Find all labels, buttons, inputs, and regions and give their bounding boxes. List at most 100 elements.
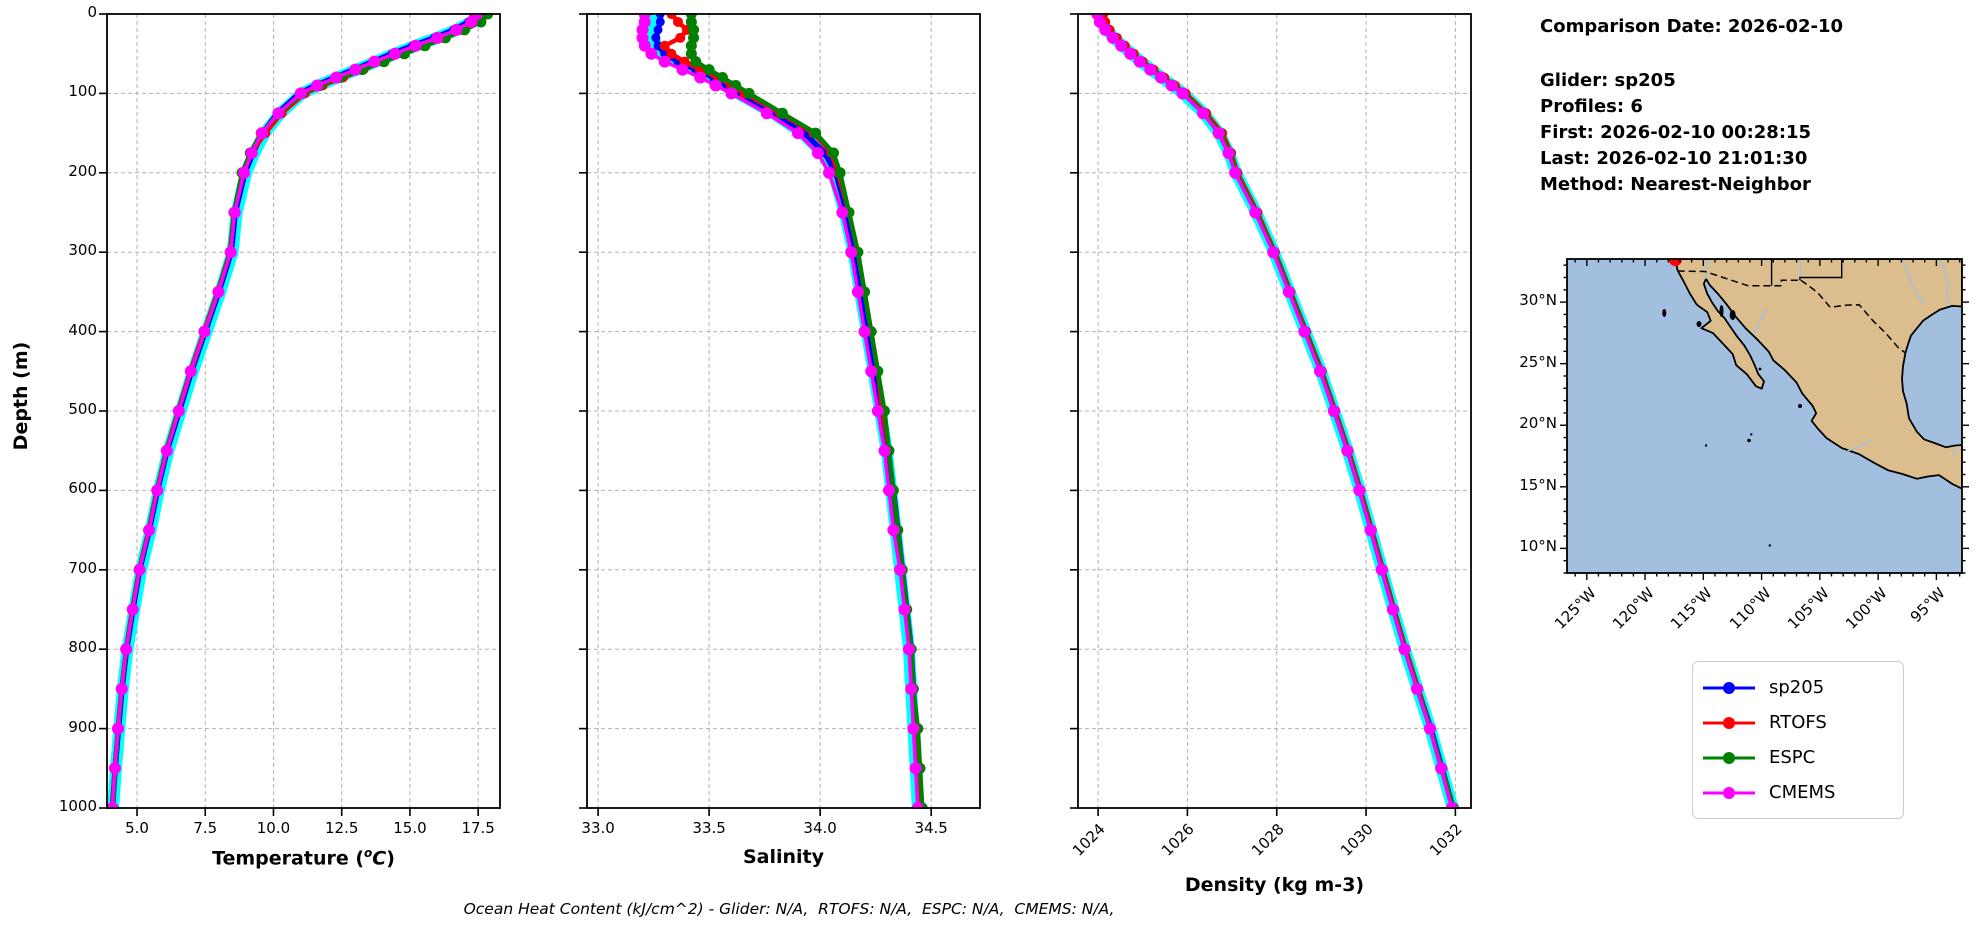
map-latitude-label: 25°N xyxy=(1519,352,1557,371)
info-glider-text: Glider: sp205 xyxy=(1540,70,1676,91)
series-marker-ESPC xyxy=(776,107,788,119)
legend-item-ESPC: ESPC xyxy=(1703,740,1893,775)
series-marker-ESPC xyxy=(688,24,700,36)
us-mexico-border-dashed xyxy=(1677,270,1906,354)
series-marker-CMEMS xyxy=(725,87,738,100)
series-marker-CMEMS xyxy=(120,643,133,656)
info-block: Comparison Date: 2026-02-10 Glider: sp20… xyxy=(1540,14,1843,198)
series-marker-sp205 xyxy=(651,33,661,43)
legend-item-CMEMS: CMEMS xyxy=(1703,775,1893,810)
series-marker-CMEMS xyxy=(108,762,121,775)
series-marker-ESPC xyxy=(834,167,846,179)
temperature-profile-canvas xyxy=(99,13,501,816)
legend-item-sp205: sp205 xyxy=(1703,670,1893,705)
info-profiles-text: Profiles: 6 xyxy=(1540,96,1643,117)
map-ticks xyxy=(1560,259,1969,580)
legend-label: RTOFS xyxy=(1769,712,1827,733)
glider-position-marker xyxy=(1668,259,1682,267)
series-marker-CMEMS xyxy=(1267,246,1280,259)
x-tick-label: 17.5 xyxy=(461,819,495,837)
series-marker-CMEMS xyxy=(823,166,836,179)
info-first-text: First: 2026-02-10 00:28:15 xyxy=(1540,122,1812,143)
us-state-borders xyxy=(1770,259,1843,286)
x-tick-label: 15.0 xyxy=(393,819,427,837)
rivers xyxy=(1705,259,1960,457)
legend-label: sp205 xyxy=(1769,677,1825,698)
series-marker-CMEMS xyxy=(388,47,401,60)
depth-tick-label: 700 xyxy=(68,558,97,577)
islands xyxy=(1662,305,1802,547)
series-marker-CMEMS xyxy=(368,55,381,68)
info-method-text: Method: Nearest-Neighbor xyxy=(1540,174,1811,195)
series-marker-CMEMS xyxy=(898,603,911,616)
series-marker-CMEMS xyxy=(160,444,173,457)
x-tick-label: 5.0 xyxy=(125,819,149,837)
series-marker-CMEMS xyxy=(1197,107,1210,120)
series-marker-CMEMS xyxy=(760,107,773,120)
series-marker-CMEMS xyxy=(1364,524,1377,537)
depth-tick-label: 0 xyxy=(87,3,97,21)
series-marker-CMEMS xyxy=(907,722,920,735)
depth-tick-label: 600 xyxy=(68,479,97,498)
series-marker-CMEMS xyxy=(836,206,849,219)
series-marker-CMEMS xyxy=(450,23,463,36)
map-latitude-label: 20°N xyxy=(1519,414,1557,433)
series-marker-CMEMS xyxy=(1165,79,1178,92)
series-marker-CMEMS xyxy=(1099,23,1112,36)
depth-tick-label: 100 xyxy=(68,82,97,101)
series-marker-CMEMS xyxy=(172,405,185,417)
map-latitude-label: 30°N xyxy=(1519,291,1557,310)
series-marker-CMEMS xyxy=(902,643,915,656)
series-marker-CMEMS xyxy=(224,246,237,259)
series-marker-CMEMS xyxy=(709,79,722,92)
series-marker-CMEMS xyxy=(198,325,211,338)
series-marker-CMEMS xyxy=(1435,762,1448,775)
legend: sp205 RTOFS ESPC CMEMS xyxy=(1692,661,1904,819)
info-last-text: Last: 2026-02-10 21:01:30 xyxy=(1540,148,1808,169)
map-border xyxy=(1566,258,1963,574)
series-marker-CMEMS xyxy=(645,47,658,60)
series-marker-CMEMS xyxy=(851,285,864,298)
series-marker-CMEMS xyxy=(212,285,225,298)
series-marker-RTOFS xyxy=(666,48,677,59)
series-marker-CMEMS xyxy=(151,484,164,497)
depth-tick-label: 200 xyxy=(68,161,97,180)
series-marker-CMEMS xyxy=(1314,365,1327,378)
series-marker-CMEMS xyxy=(1176,87,1189,100)
legend-item-RTOFS: RTOFS xyxy=(1703,705,1893,740)
series-marker-CMEMS xyxy=(245,146,258,159)
series-marker-RTOFS xyxy=(675,32,686,43)
series-marker-CMEMS xyxy=(409,39,422,52)
map-latitude-label: 10°N xyxy=(1519,537,1557,556)
series-marker-CMEMS xyxy=(294,87,307,100)
series-marker-RTOFS xyxy=(673,16,684,27)
series-marker-CMEMS xyxy=(1212,127,1225,140)
series-marker-CMEMS xyxy=(878,444,891,457)
series-marker-CMEMS xyxy=(1398,643,1411,656)
series-marker-CMEMS xyxy=(1375,563,1388,576)
series-marker-CMEMS xyxy=(658,55,671,68)
series-marker-CMEMS xyxy=(1423,722,1436,735)
x-tick-label: 12.5 xyxy=(325,819,359,837)
series-marker-CMEMS xyxy=(228,206,241,219)
series-marker-ESPC xyxy=(743,87,755,99)
series-marker-CMEMS xyxy=(111,722,124,735)
series-marker-CMEMS xyxy=(905,682,918,695)
series-marker-CMEMS xyxy=(431,31,444,44)
series-marker-ESPC xyxy=(810,127,822,139)
series-marker-CMEMS xyxy=(256,127,269,140)
series-marker-CMEMS xyxy=(1386,603,1399,616)
series-marker-CMEMS xyxy=(909,762,922,775)
series-marker-ESPC xyxy=(716,72,728,84)
series-marker-CMEMS xyxy=(791,127,804,140)
series-marker-CMEMS xyxy=(1155,71,1168,84)
series-marker-CMEMS xyxy=(272,107,285,120)
series-marker-CMEMS xyxy=(1249,206,1262,219)
info-spacer xyxy=(1540,40,1843,68)
series-marker-CMEMS xyxy=(676,63,689,76)
legend-swatch xyxy=(1703,716,1755,729)
series-marker-CMEMS xyxy=(865,365,878,378)
series-marker-CMEMS xyxy=(1353,484,1366,497)
x-tick-label: 10.0 xyxy=(256,819,291,837)
